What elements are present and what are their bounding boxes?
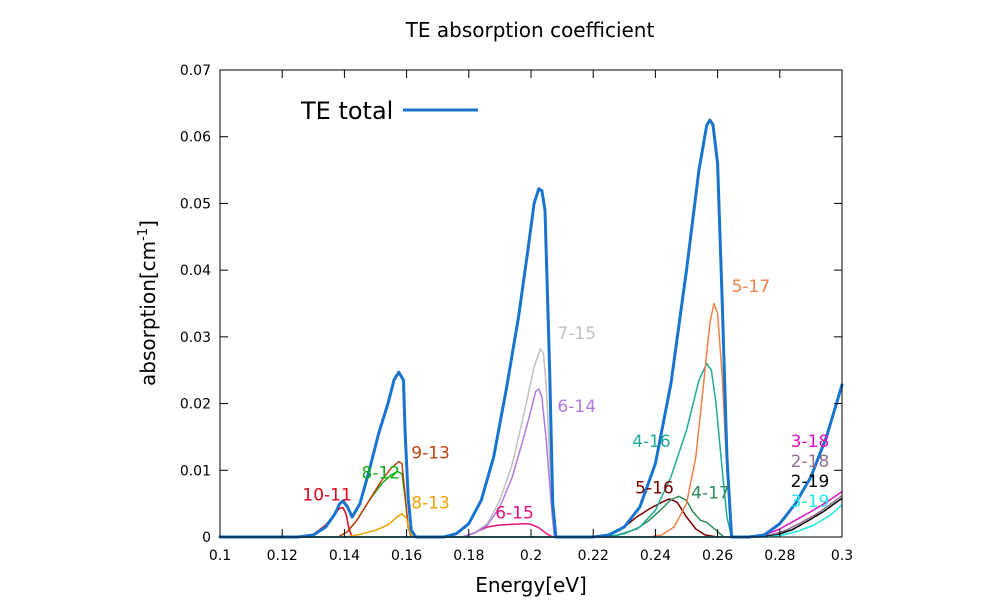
annotation-2-19: 2-19 — [791, 472, 830, 492]
annotation-7-15: 7-15 — [557, 324, 596, 344]
annotation-5-16: 5-16 — [635, 479, 674, 499]
annotation-9-13: 9-13 — [411, 443, 450, 463]
annotations-layer: 10-11 8-12 9-13 8-13 6-15 7-15 6-14 5-16 4-17 4-1… — [302, 277, 829, 523]
annotation-4-16: 4-16 — [632, 432, 671, 452]
annotation-2-18: 2-18 — [791, 452, 830, 472]
series-line-6-14 — [219, 388, 556, 538]
y-tick-label: 0.03 — [180, 330, 211, 346]
x-tick-label: 0.28 — [764, 548, 795, 564]
y-tick-label: 0.07 — [180, 63, 211, 79]
x-tick-label: 0.26 — [702, 548, 733, 564]
y-tick-label: 0.04 — [180, 263, 211, 279]
y-axis-label: absorption[cm-1] — [136, 220, 160, 386]
x-tick-label: 0.22 — [578, 548, 609, 564]
series-line-te-total — [218, 118, 844, 539]
annotation-10-11: 10-11 — [302, 485, 351, 505]
annotation-4-17: 4-17 — [691, 483, 730, 503]
chart-title: TE absorption coefficient — [405, 18, 655, 42]
y-axis-label-main: absorption[cm — [136, 241, 160, 386]
x-tick-label: 0.3 — [831, 548, 853, 564]
series-layer — [218, 118, 844, 539]
annotation-6-14: 6-14 — [557, 397, 596, 417]
series-line-5-17 — [219, 302, 733, 538]
x-tick-label: 0.1 — [209, 548, 231, 564]
series-line-10-11 — [219, 506, 353, 538]
x-tick-label: 0.18 — [453, 548, 484, 564]
annotation-5-17: 5-17 — [732, 277, 771, 297]
y-tick-label: 0.01 — [180, 463, 211, 479]
x-tick-label: 0.14 — [329, 548, 360, 564]
series-line-4-16 — [219, 362, 733, 538]
y-tick-label: 0 — [202, 530, 211, 546]
series-line-9-13 — [219, 460, 413, 538]
x-tick-label: 0.2 — [520, 548, 542, 564]
annotation-8-13: 8-13 — [411, 493, 450, 513]
x-tick-label: 0.24 — [640, 548, 671, 564]
legend: TE total — [300, 97, 478, 125]
series-line-8-13 — [219, 512, 414, 538]
annotation-8-12: 8-12 — [362, 463, 401, 483]
ticks-layer: 0.1 0.12 0.14 0.16 0.18 0.2 0.22 0.24 0.26 0.28 0.… — [180, 63, 853, 564]
y-tick-label: 0.06 — [180, 130, 211, 146]
annotation-3-19: 3-19 — [791, 492, 830, 512]
y-tick-label: 0.05 — [180, 196, 211, 212]
legend-label-te-total: TE total — [300, 97, 393, 125]
x-tick-label: 0.12 — [267, 548, 298, 564]
y-tick-label: 0.02 — [180, 397, 211, 413]
y-axis-label-end: ] — [136, 220, 160, 228]
x-tick-label: 0.16 — [391, 548, 422, 564]
annotation-3-18: 3-18 — [791, 432, 830, 452]
annotation-6-15: 6-15 — [495, 503, 534, 523]
y-axis-label-sup: -1 — [136, 228, 151, 241]
x-axis-label: Energy[eV] — [475, 573, 587, 597]
plot-frame — [219, 69, 843, 538]
